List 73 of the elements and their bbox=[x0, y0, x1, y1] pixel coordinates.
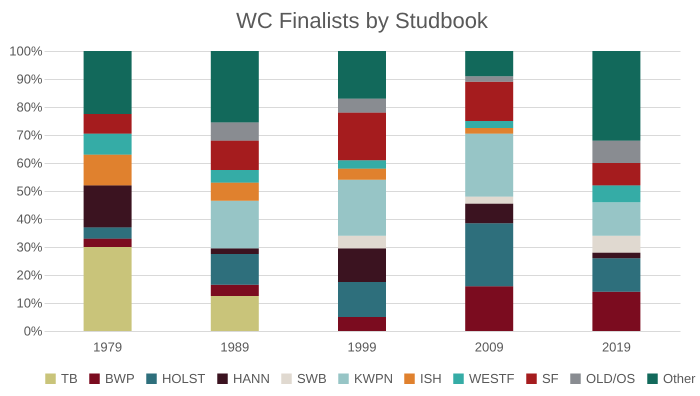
bar bbox=[210, 284, 259, 296]
legend-label: HANN bbox=[233, 370, 270, 386]
bar bbox=[338, 168, 386, 180]
bar bbox=[592, 202, 640, 236]
bar bbox=[210, 170, 259, 183]
bar bbox=[465, 134, 514, 197]
bar bbox=[592, 163, 640, 186]
bar bbox=[210, 140, 259, 170]
bar bbox=[338, 51, 386, 99]
bar bbox=[465, 76, 514, 82]
bar bbox=[84, 134, 132, 155]
bar bbox=[84, 227, 132, 239]
bar bbox=[338, 98, 386, 113]
bar bbox=[592, 140, 640, 163]
legend-label: OLD/OS bbox=[586, 370, 636, 386]
y-tick-label: 0% bbox=[24, 324, 43, 338]
x-tick-label: 1989 bbox=[220, 340, 250, 354]
x-tick-label: 2019 bbox=[602, 340, 631, 354]
y-tick-label: 80% bbox=[16, 100, 43, 114]
bar bbox=[465, 128, 514, 134]
bar bbox=[210, 296, 259, 331]
bar bbox=[84, 247, 132, 331]
legend-label: SWB bbox=[297, 370, 327, 386]
y-tick-label: 60% bbox=[16, 156, 43, 170]
legend-label: BWP bbox=[105, 370, 135, 386]
legend-label: TB bbox=[61, 370, 78, 386]
y-tick-label: 50% bbox=[16, 184, 43, 198]
bar bbox=[84, 154, 132, 186]
bar bbox=[84, 238, 132, 247]
bar bbox=[210, 122, 259, 141]
bar bbox=[465, 196, 514, 204]
bar bbox=[210, 200, 259, 248]
y-tick-label: 100% bbox=[9, 44, 43, 58]
chart-title: WC Finalists by Studbook bbox=[236, 8, 489, 33]
bar bbox=[338, 160, 386, 169]
bar bbox=[210, 248, 259, 254]
bar bbox=[338, 282, 386, 317]
bar bbox=[210, 182, 259, 201]
legend-label: KWPN bbox=[354, 370, 393, 386]
bar bbox=[465, 82, 514, 121]
bar bbox=[592, 258, 640, 292]
bar bbox=[84, 114, 132, 134]
legend-label: SF bbox=[542, 370, 559, 386]
legend-label: WESTF bbox=[469, 370, 515, 386]
bar bbox=[338, 317, 386, 331]
y-tick-label: 40% bbox=[16, 212, 43, 226]
legend-label: Other bbox=[663, 370, 696, 386]
x-tick-label: 1999 bbox=[348, 340, 376, 354]
bar bbox=[465, 121, 514, 128]
bar bbox=[465, 51, 514, 76]
legend-label: HOLST bbox=[162, 370, 206, 386]
x-tick-label: 2009 bbox=[474, 340, 504, 354]
legend-label: ISH bbox=[420, 370, 442, 386]
bar bbox=[84, 51, 132, 114]
bar bbox=[465, 286, 514, 331]
bar bbox=[210, 254, 259, 285]
bar bbox=[592, 51, 640, 141]
bar bbox=[592, 185, 640, 202]
y-tick-label: 10% bbox=[16, 296, 43, 310]
bar bbox=[592, 292, 640, 331]
bar bbox=[84, 185, 132, 228]
bar bbox=[338, 248, 386, 282]
bar bbox=[592, 252, 640, 258]
y-tick-label: 70% bbox=[16, 128, 43, 142]
bar bbox=[210, 51, 259, 122]
bar bbox=[338, 112, 386, 160]
y-tick-label: 90% bbox=[16, 72, 43, 86]
y-tick-label: 20% bbox=[16, 268, 43, 282]
y-tick-label: 30% bbox=[16, 240, 43, 254]
x-tick-label: 1979 bbox=[93, 340, 122, 354]
bar bbox=[465, 204, 514, 224]
bar bbox=[465, 223, 514, 286]
bar bbox=[338, 180, 386, 236]
